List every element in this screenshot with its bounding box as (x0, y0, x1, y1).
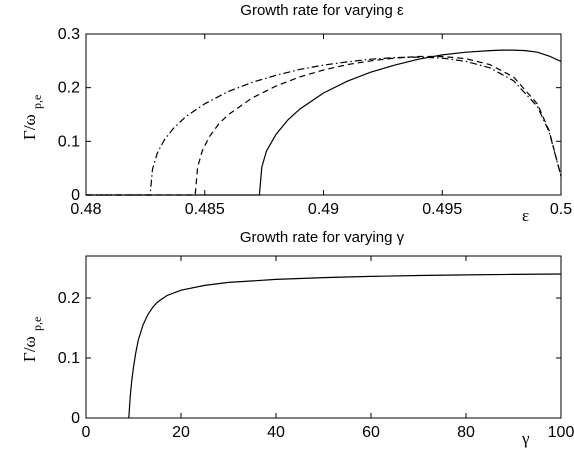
bottom-x-tick-label: 80 (457, 424, 475, 441)
bottom-ticks: 0 20 40 60 80 100 0 0.1 0.2 (58, 256, 574, 441)
top-series-line-dashdot (86, 56, 562, 196)
bottom-y-label-main: Γ/ω (20, 336, 39, 362)
bottom-x-tick-label: 60 (362, 424, 380, 441)
bottom-chart-title: Growth rate for varying γ (240, 229, 405, 246)
top-series (86, 49, 562, 196)
top-series-line-dashed (86, 55, 562, 196)
bottom-y-label-sub: p,e (30, 317, 44, 331)
top-y-tick-label: 0.3 (58, 26, 80, 43)
top-plot-frame (85, 33, 562, 196)
top-y-tick-label: 0.2 (58, 80, 80, 97)
top-x-tick-label: 0.485 (185, 201, 225, 218)
bottom-chart-panel: Growth rate for varying γ 0 20 40 60 80 10000… (20, 229, 574, 448)
bottom-y-axis-label: Γ/ω p,e (20, 317, 44, 362)
top-y-tick-label: 0 (71, 187, 80, 204)
bottom-x-tick-label: 20 (172, 424, 190, 441)
top-y-label-main: Γ/ω (20, 114, 39, 140)
top-ticks: 0.48 0.485 0.49 0.495 0.5 0 0.1 0.2 0.3 (58, 26, 572, 218)
bottom-y-tick-label: 0.2 (58, 290, 80, 307)
top-y-tick-label: 0.1 (58, 133, 80, 150)
top-chart-title: Growth rate for varying ε (240, 2, 404, 19)
bottom-x-axis-label: γ (521, 429, 530, 448)
bottom-series-line-solid (128, 273, 562, 419)
top-y-label-sub: p,e (30, 95, 44, 109)
top-x-tick-label: 0.5 (550, 201, 572, 218)
bottom-y-tick-label: 0 (71, 410, 80, 427)
bottom-series (128, 273, 562, 419)
top-y-axis-label: Γ/ω p,e (20, 95, 44, 140)
bottom-x-tick-label: 100 (548, 424, 574, 441)
bottom-plot-frame (85, 255, 562, 419)
bottom-x-tick-label: 40 (267, 424, 285, 441)
top-x-tick-label: 0.495 (422, 201, 462, 218)
top-x-tick-label: 0.48 (70, 201, 101, 218)
top-series-line-solid (86, 49, 562, 196)
top-chart-panel: Growth rate for varying ε 0.48 0.485 0.49 0… (20, 2, 572, 225)
top-x-axis-label: ε (522, 206, 529, 225)
bottom-y-tick-label: 0.1 (58, 350, 80, 367)
top-x-tick-label: 0.49 (308, 201, 339, 218)
bottom-x-tick-label: 0 (82, 424, 91, 441)
